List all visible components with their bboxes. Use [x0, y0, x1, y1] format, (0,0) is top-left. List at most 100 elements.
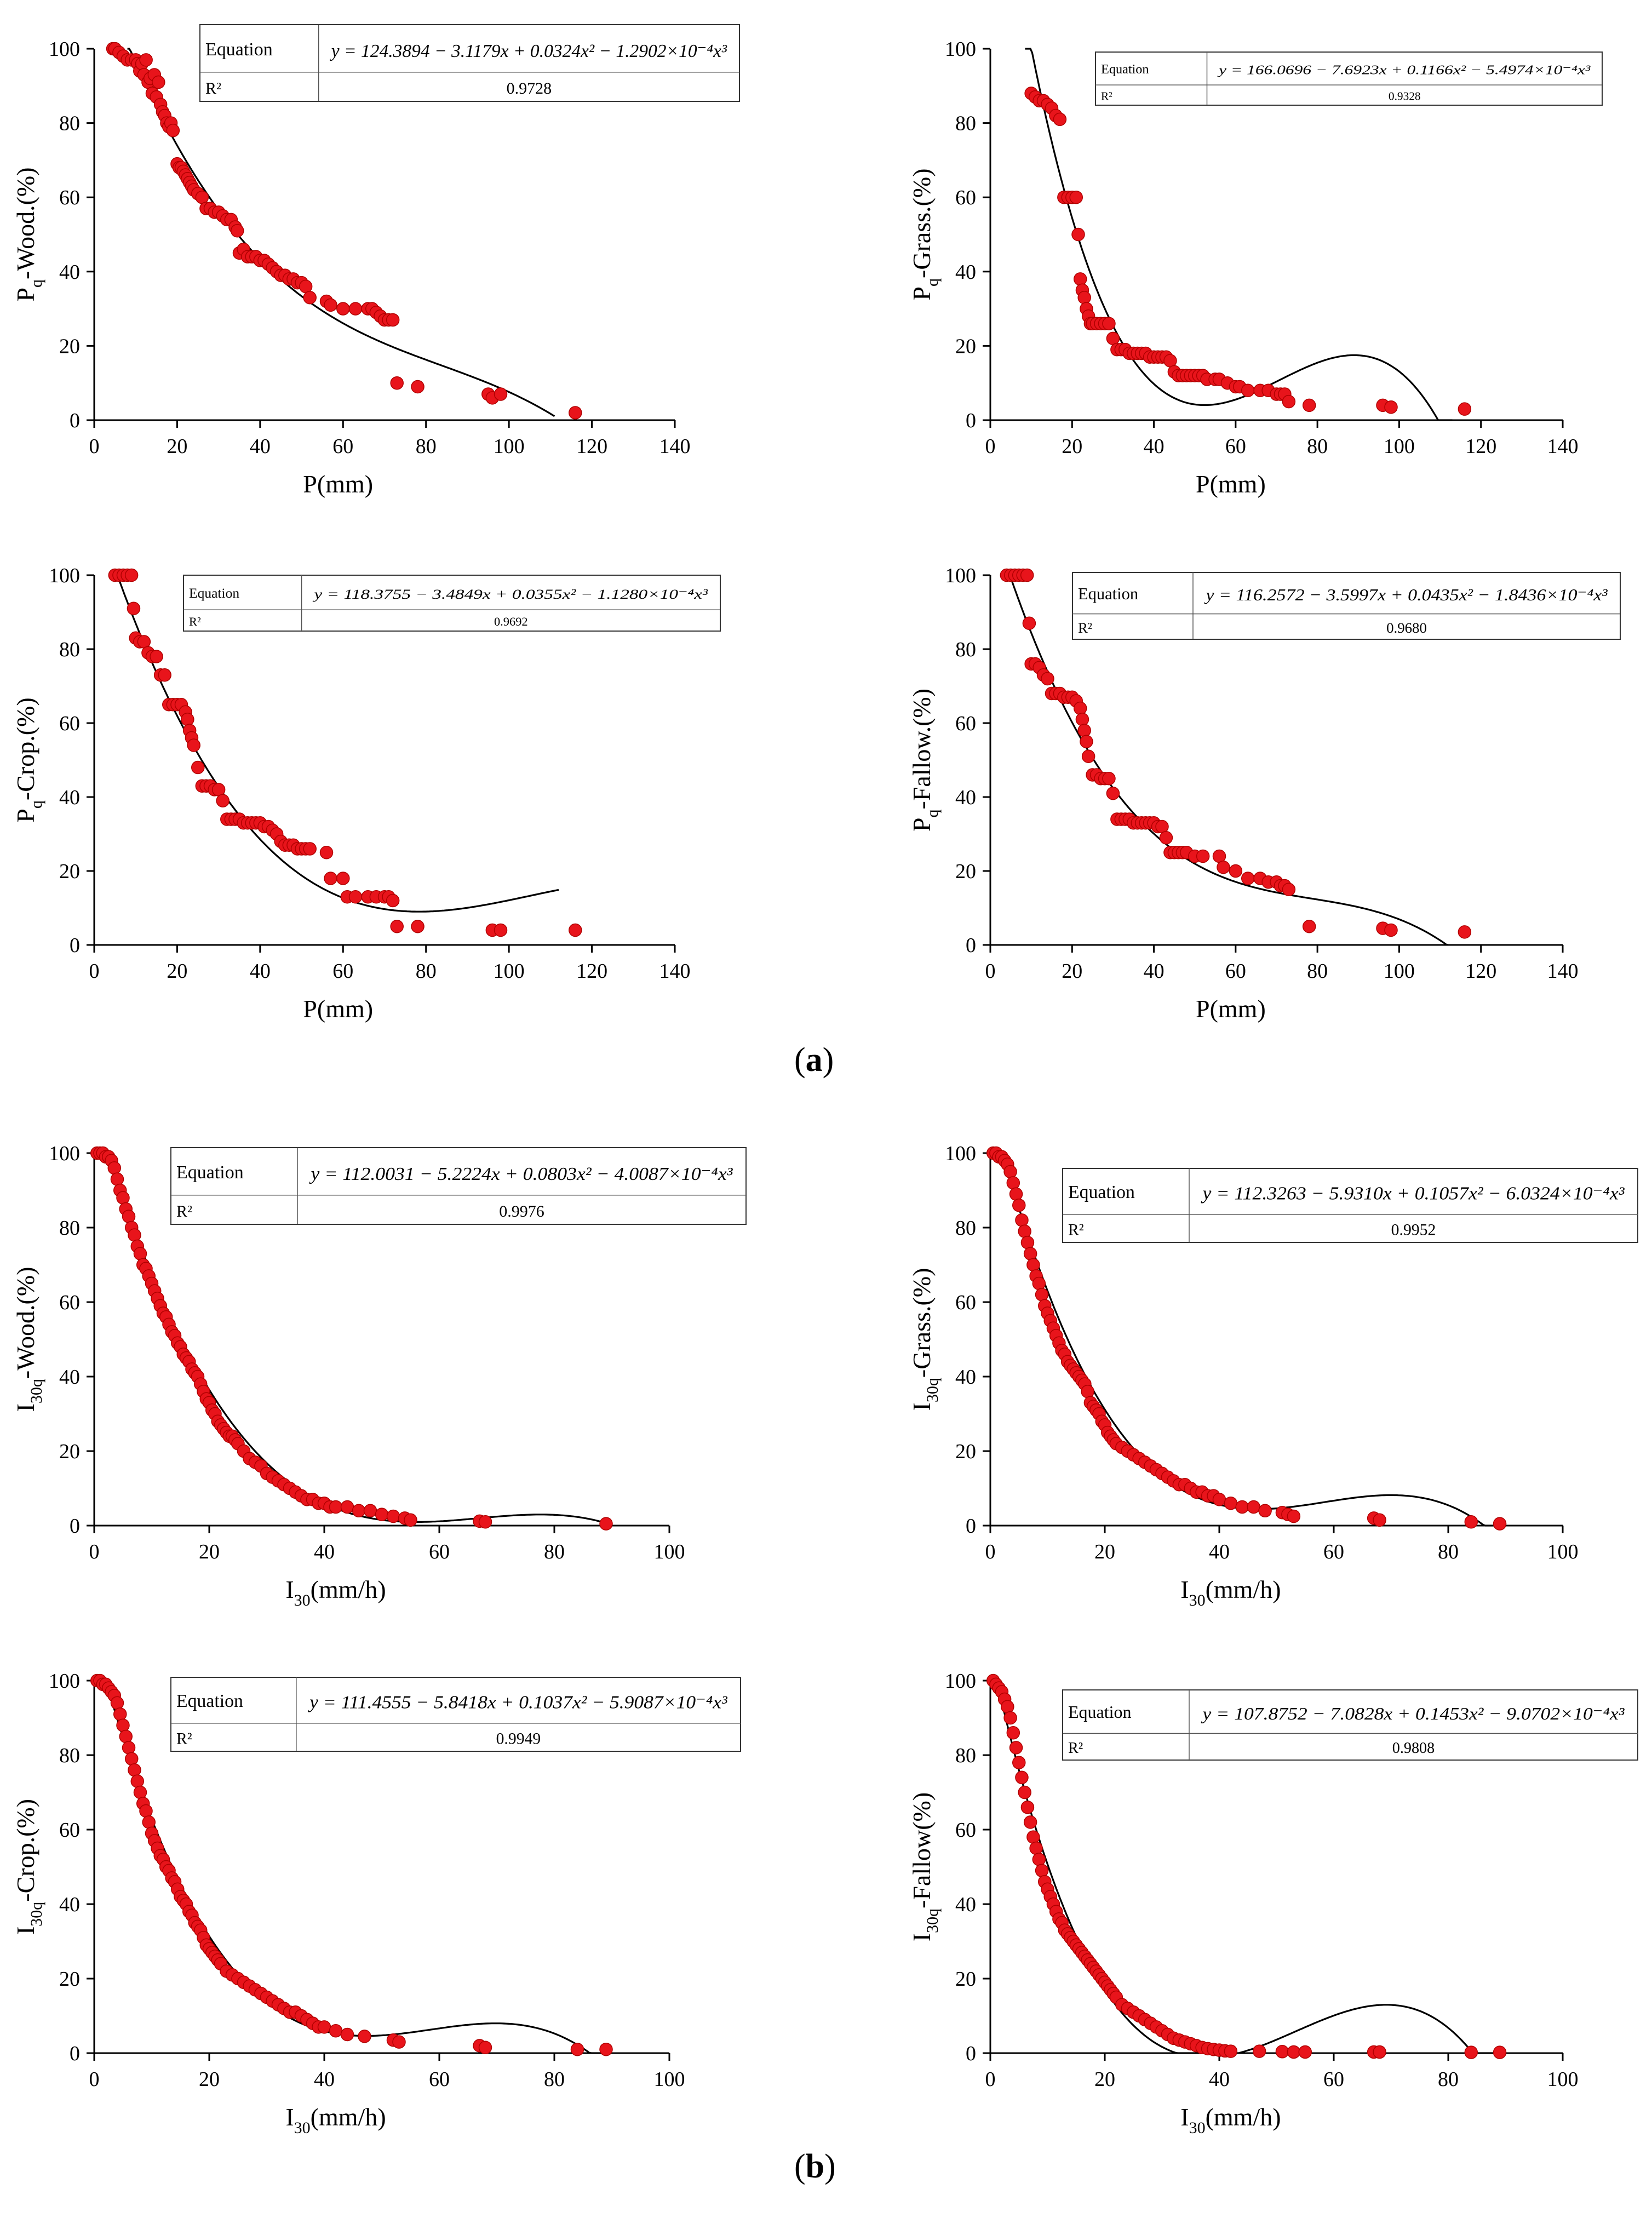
x-tick-label: 100	[1547, 2068, 1579, 2091]
data-point	[1458, 402, 1472, 416]
data-point	[1006, 1726, 1020, 1740]
data-point	[352, 1504, 366, 1518]
y-axis-label: I30q-Fallow(%)	[908, 1792, 942, 1941]
data-point	[1384, 400, 1398, 414]
r2-header: R²	[1101, 89, 1112, 102]
equation-table: Equation R² y = 111.4555 − 5.8418x + 0.103…	[170, 1677, 741, 1752]
equation-table: Equation R² y = 118.3755 − 3.4849x + 0.035…	[183, 575, 721, 632]
x-tick-label: 0	[89, 435, 100, 458]
data-point	[1493, 2045, 1507, 2059]
data-point	[599, 2042, 613, 2056]
y-tick-label: 40	[59, 261, 80, 284]
x-tick-label: 60	[429, 2068, 450, 2091]
y-tick-label: 40	[955, 1893, 976, 1916]
data-point	[152, 75, 165, 89]
r2-value: 0.9949	[496, 1730, 541, 1748]
equation-table-box	[170, 1147, 747, 1225]
equation-table: Equation R² y = 166.0696 − 7.6923x + 0.116…	[1095, 51, 1603, 106]
data-point	[1159, 831, 1173, 845]
data-point	[142, 1815, 156, 1829]
x-tick-label: 60	[429, 1540, 450, 1563]
data-point	[191, 760, 205, 775]
data-point	[1106, 331, 1120, 346]
data-point	[1247, 1500, 1260, 1514]
x-tick-label: 20	[167, 960, 187, 983]
x-tick-label: 20	[199, 2068, 220, 2091]
panel-label-a: (a)	[794, 1041, 834, 1079]
data-point	[1012, 1198, 1026, 1212]
data-point	[1080, 735, 1093, 748]
x-tick-label: 20	[1094, 2068, 1115, 2091]
y-tick-label: 20	[59, 1440, 80, 1463]
chart-i30-grass: 0 20 40 60 80 100 0 20 40 60 80 100 I30(mm/h) I30q-Gr…	[908, 1142, 1638, 1609]
data-point	[1302, 398, 1316, 412]
chart-p-grass: 0 20 40 60 80 100 120 140 0 20 40 60 80 100 P(mm) Pq-Gr…	[908, 38, 1603, 498]
equation-header: Equation	[1068, 1702, 1132, 1722]
data-point	[1006, 1176, 1020, 1190]
data-point	[113, 1707, 127, 1721]
x-tick-label: 40	[1144, 435, 1165, 458]
y-tick-label: 80	[59, 638, 80, 661]
data-point	[1023, 1247, 1037, 1260]
equation-value: y = 116.2572 − 3.5997x + 0.0435x² − 1.84…	[1204, 586, 1608, 604]
data-point	[1023, 1815, 1037, 1829]
data-point	[336, 302, 350, 316]
data-point	[411, 920, 425, 933]
data-point	[340, 2027, 354, 2042]
x-tick-label: 80	[1307, 435, 1328, 458]
data-point	[1106, 787, 1120, 800]
r2-header: R²	[176, 1730, 192, 1748]
data-point	[187, 738, 200, 752]
x-tick-label: 40	[250, 960, 271, 983]
y-tick-label: 20	[955, 1968, 976, 1991]
y-tick-label: 80	[59, 112, 80, 135]
data-point	[1258, 1504, 1272, 1518]
y-axis-label: I30q-Wood.(%)	[12, 1267, 45, 1412]
x-tick-label: 20	[1062, 960, 1082, 983]
data-point	[1075, 713, 1089, 726]
data-point	[1241, 383, 1255, 398]
x-tick-label: 140	[1547, 960, 1579, 983]
data-point	[1384, 923, 1398, 937]
data-point	[411, 380, 425, 394]
data-point	[392, 2035, 406, 2049]
equation-value: y = 118.3755 − 3.4849x + 0.0355x² − 1.12…	[312, 586, 708, 602]
data-point	[1032, 1276, 1046, 1291]
x-tick-label: 0	[89, 960, 100, 983]
equation-header: Equation	[205, 39, 273, 60]
equation-header: Equation	[176, 1162, 244, 1183]
data-point	[494, 923, 508, 937]
data-point	[1081, 749, 1095, 763]
y-tick-label: 100	[945, 1142, 976, 1165]
data-point	[329, 2024, 343, 2038]
r2-header: R²	[1068, 1740, 1083, 1757]
y-tick-label: 60	[955, 712, 976, 735]
data-point	[348, 302, 363, 316]
x-tick-label: 80	[544, 2068, 565, 2091]
data-point	[195, 190, 209, 204]
x-tick-label: 80	[1438, 1540, 1459, 1563]
data-point	[1163, 354, 1177, 368]
data-point	[386, 1509, 400, 1523]
data-point	[363, 1504, 377, 1518]
y-tick-label: 100	[945, 1670, 976, 1693]
data-point	[1071, 227, 1085, 242]
x-tick-label: 60	[1323, 1540, 1344, 1563]
data-point	[139, 53, 153, 67]
equation-header: Equation	[1068, 1182, 1135, 1202]
data-point	[124, 568, 139, 582]
x-tick-label: 0	[985, 1540, 996, 1563]
data-point	[1073, 701, 1087, 715]
data-point	[1001, 1700, 1014, 1713]
equation-table-box	[183, 575, 721, 632]
y-tick-label: 0	[70, 934, 80, 957]
y-tick-label: 0	[70, 409, 80, 432]
x-tick-label: 80	[1438, 2068, 1459, 2091]
y-tick-label: 80	[59, 1744, 80, 1767]
data-point	[303, 291, 317, 305]
data-point	[1012, 1756, 1026, 1769]
data-point	[1102, 772, 1116, 786]
r2-value: 0.9728	[507, 79, 552, 98]
data-point	[569, 923, 582, 937]
data-point	[133, 1785, 147, 1799]
